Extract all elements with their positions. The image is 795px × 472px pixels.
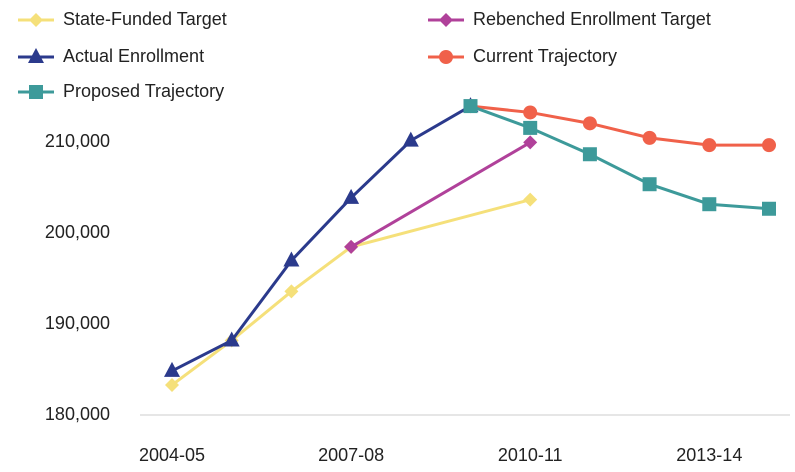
point: [223, 331, 240, 347]
legend-label: Rebenched Enrollment Target: [473, 9, 711, 29]
legend-marker: [28, 48, 44, 63]
point: [642, 130, 657, 145]
point: [463, 99, 478, 114]
legend-marker: [29, 13, 43, 27]
series-line: [171, 198, 531, 387]
point: [582, 116, 597, 131]
legend: State-Funded Target Rebenched Enrollment …: [18, 9, 711, 101]
legend-label: Actual Enrollment: [63, 46, 204, 66]
series: [344, 135, 538, 254]
legend-label: State-Funded Target: [63, 9, 227, 29]
series: [463, 99, 776, 216]
series-line: [350, 141, 531, 249]
series-line: [171, 104, 472, 373]
y-tick-label: 200,000: [45, 222, 110, 242]
point: [344, 239, 359, 254]
point: [283, 251, 300, 267]
x-tick-label: 2004-05: [139, 445, 205, 465]
point: [762, 201, 776, 216]
point: [702, 197, 717, 212]
point: [343, 188, 360, 204]
y-tick-label: 210,000: [45, 131, 110, 151]
point: [762, 138, 776, 153]
y-tick-label: 180,000: [45, 404, 110, 424]
legend-item: Actual Enrollment: [18, 46, 204, 66]
x-tick-label: 2007-08: [318, 445, 384, 465]
legend-marker: [439, 13, 453, 27]
series: [463, 99, 776, 153]
legend-item: Current Trajectory: [428, 46, 617, 66]
series-line: [469, 104, 770, 211]
point: [523, 192, 538, 207]
point: [523, 120, 538, 135]
point: [523, 135, 538, 150]
x-tick-label: 2010-11: [498, 445, 563, 465]
point: [702, 138, 717, 153]
x-tick-label: 2013-14: [676, 445, 742, 465]
point: [523, 105, 538, 120]
point: [284, 284, 299, 299]
series: [164, 97, 479, 377]
legend-item: Proposed Trajectory: [18, 81, 224, 101]
y-tick-label: 190,000: [45, 313, 110, 333]
point: [582, 147, 597, 162]
series: [165, 192, 538, 393]
legend-item: Rebenched Enrollment Target: [428, 9, 711, 29]
point: [164, 361, 180, 377]
legend-marker: [439, 50, 453, 64]
legend-label: Proposed Trajectory: [63, 81, 224, 101]
point: [165, 378, 179, 393]
point: [402, 131, 419, 147]
legend-marker: [29, 85, 43, 99]
legend-label: Current Trajectory: [473, 46, 617, 66]
point: [642, 177, 657, 192]
series-line: [470, 104, 769, 147]
legend-item: State-Funded Target: [18, 9, 227, 29]
